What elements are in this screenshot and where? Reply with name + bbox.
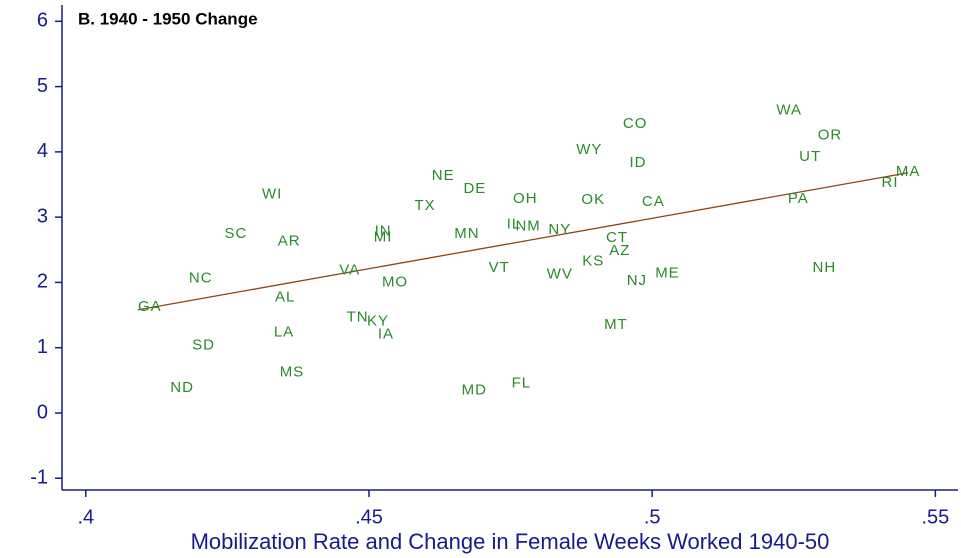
- point-label: TX: [414, 197, 435, 214]
- y-tick-label: 5: [37, 75, 48, 97]
- point-label: MN: [454, 225, 479, 242]
- y-tick-label: -1: [30, 467, 48, 489]
- point-label: NE: [432, 167, 455, 184]
- point-label: CT: [606, 229, 628, 246]
- point-label: CA: [642, 193, 665, 210]
- point-label: FL: [512, 375, 532, 392]
- y-tick-label: 2: [37, 271, 48, 293]
- x-tick-label: .55: [921, 506, 949, 528]
- y-tick-label: 4: [37, 140, 48, 162]
- point-label: WA: [776, 102, 802, 119]
- point-label: NC: [189, 269, 213, 286]
- point-label: OH: [513, 190, 538, 207]
- point-label: IL: [507, 215, 522, 232]
- point-label: MO: [382, 273, 408, 290]
- point-label: IA: [378, 326, 394, 343]
- point-label: RI: [882, 174, 899, 191]
- point-label: GA: [138, 298, 162, 315]
- point-label: NJ: [627, 272, 647, 289]
- x-tick-label: .45: [355, 506, 383, 528]
- y-tick-label: 6: [37, 10, 48, 32]
- point-label: NY: [548, 221, 571, 238]
- point-label: VT: [489, 259, 510, 276]
- point-label: PA: [788, 190, 809, 207]
- point-label: MI: [374, 228, 393, 245]
- point-label: SC: [224, 225, 247, 242]
- point-label: NM: [515, 217, 540, 234]
- point-label: DE: [463, 180, 486, 197]
- point-label: CO: [623, 115, 648, 132]
- point-label: SD: [192, 337, 215, 354]
- point-label: NH: [813, 259, 837, 276]
- chart-title: B. 1940 - 1950 Change: [78, 9, 258, 28]
- x-tick-label: .4: [77, 506, 94, 528]
- point-label: WI: [262, 185, 282, 202]
- x-tick-label: .5: [644, 506, 661, 528]
- point-label: WY: [576, 141, 602, 158]
- point-label: MS: [280, 363, 305, 380]
- point-label: TN: [347, 309, 369, 326]
- fit-line: [137, 172, 909, 311]
- point-label: WV: [547, 266, 573, 283]
- y-tick-label: 3: [37, 205, 48, 227]
- point-label: AL: [275, 288, 295, 305]
- point-label: VA: [339, 262, 360, 279]
- point-label: ND: [170, 379, 194, 396]
- point-label: IN: [375, 222, 392, 239]
- point-label: MA: [896, 163, 921, 180]
- point-label: ID: [630, 154, 647, 171]
- point-label: ME: [655, 264, 680, 281]
- point-label: AR: [278, 232, 301, 249]
- point-label: MD: [462, 382, 487, 399]
- point-label: LA: [274, 324, 294, 341]
- x-axis-title: Mobilization Rate and Change in Female W…: [191, 529, 830, 554]
- point-label: MT: [604, 316, 628, 333]
- point-label: OR: [818, 127, 843, 144]
- y-tick-label: 1: [37, 336, 48, 358]
- point-label: KS: [582, 253, 604, 270]
- y-tick-label: 0: [37, 401, 48, 423]
- point-label: OK: [581, 191, 605, 208]
- point-label: UT: [799, 148, 821, 165]
- point-label: AZ: [609, 242, 630, 259]
- point-label: KY: [367, 313, 389, 330]
